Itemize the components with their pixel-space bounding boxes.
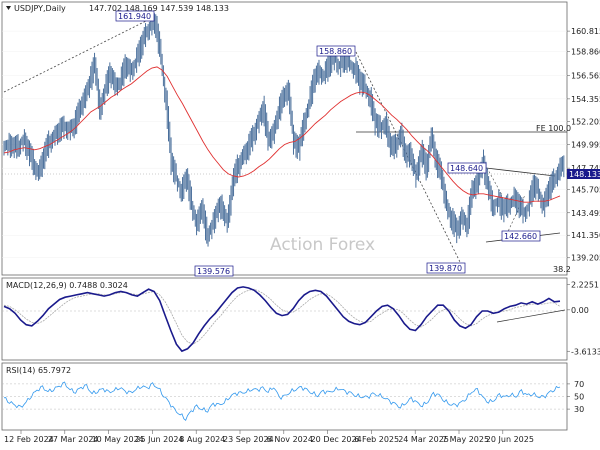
x-tick-label: 23 Sep 2024 (223, 435, 274, 444)
svg-text:148.133: 148.133 (569, 170, 600, 179)
wedge-upper-line (485, 167, 556, 177)
x-tick-label: 20 Dec 2024 (311, 435, 362, 444)
price-tick-label: 141.350 (571, 231, 600, 240)
price-tick-label: 156.565 (571, 72, 600, 81)
x-tick-label: 12 Feb 2024 (4, 435, 54, 444)
macd-tick-label: -3.6133 (571, 347, 600, 356)
label-148640: 148.640 (447, 162, 487, 174)
price-tick-label: 149.995 (571, 141, 600, 150)
price-y-axis: 160.815 158.860 156.565 154.355 152.205 149.9… (567, 27, 600, 263)
x-tick-label: 20 Jun 2025 (486, 435, 534, 444)
rsi-line (3, 381, 561, 421)
watermark-text: Action Forex (270, 235, 375, 255)
price-tick-label: 152.205 (571, 117, 600, 126)
price-tick-label: 143.495 (571, 209, 600, 218)
x-tick-label: 24 Mar 2025 (398, 435, 449, 444)
rsi-y-axis: 70 50 30 (567, 380, 584, 414)
ohlc-label: 147.702 148.169 147.539 148.133 (89, 4, 229, 13)
fib-382-label: 38.2 (553, 265, 571, 274)
svg-text:142.660: 142.660 (504, 232, 537, 241)
price-tick-label: 154.355 (571, 95, 600, 104)
svg-text:158.860: 158.860 (319, 47, 352, 56)
macd-tick-label: 0.00 (571, 306, 589, 315)
macd-label: MACD(12,26,9) 0.7488 0.3024 (6, 281, 128, 290)
rsi-label: RSI(14) 65.7972 (6, 366, 71, 375)
x-tick-label: 10 May 2024 (92, 435, 144, 444)
macd-line (3, 286, 561, 353)
macd-trendline (496, 309, 566, 323)
x-tick-label: 7 May 2025 (442, 435, 489, 444)
annotation-boxes: 161.940 139.576 158.860 148.640 139.870 … (115, 10, 571, 277)
x-tick-label: 6 Nov 2024 (267, 435, 313, 444)
price-header: USDJPY,Daily 147.702 148.169 147.539 148… (6, 4, 229, 13)
svg-text:161.940: 161.940 (118, 12, 151, 21)
price-panel-frame (1, 1, 568, 276)
macd-y-axis: 2.2251 0.00 -3.6133 (567, 280, 600, 356)
price-tick-label: 147.745 (571, 164, 600, 173)
symbol-label: USDJPY,Daily (14, 4, 66, 13)
rsi-tick-label: 30 (574, 405, 584, 414)
svg-text:139.576: 139.576 (197, 267, 230, 276)
price-tick-label: 139.205 (571, 254, 600, 263)
rsi-tick-label: 70 (574, 380, 584, 389)
label-158860: 158.860 (316, 45, 356, 57)
x-tick-label: 8 Aug 2024 (179, 435, 225, 444)
current-price-tag: 148.133 (567, 169, 600, 179)
label-142660: 142.660 (501, 230, 541, 242)
x-tick-label: 25 Jun 2024 (135, 435, 183, 444)
x-tick-label: 27 Mar 2024 (48, 435, 99, 444)
label-139576: 139.576 (194, 265, 234, 277)
macd-panel-frame (1, 277, 568, 361)
trendline-dashed-small-1 (486, 167, 503, 196)
collapse-triangle-icon (6, 6, 11, 10)
price-tick-label: 160.815 (571, 27, 600, 36)
moving-average-line (3, 66, 561, 203)
svg-text:148.640: 148.640 (450, 164, 483, 173)
x-tick-label: 6 Feb 2025 (354, 435, 399, 444)
macd-tick-label: 2.2251 (571, 280, 599, 289)
fe-label: FE 100.0 (536, 124, 571, 133)
svg-text:139.870: 139.870 (429, 264, 462, 273)
price-bars (3, 11, 565, 247)
label-161940: 161.940 (115, 10, 155, 22)
trendline-dashed-top (3, 17, 153, 93)
label-139870: 139.870 (426, 262, 466, 274)
rsi-tick-label: 50 (574, 393, 584, 402)
price-tick-label: 145.705 (571, 186, 600, 195)
price-tick-label: 158.860 (571, 48, 600, 57)
